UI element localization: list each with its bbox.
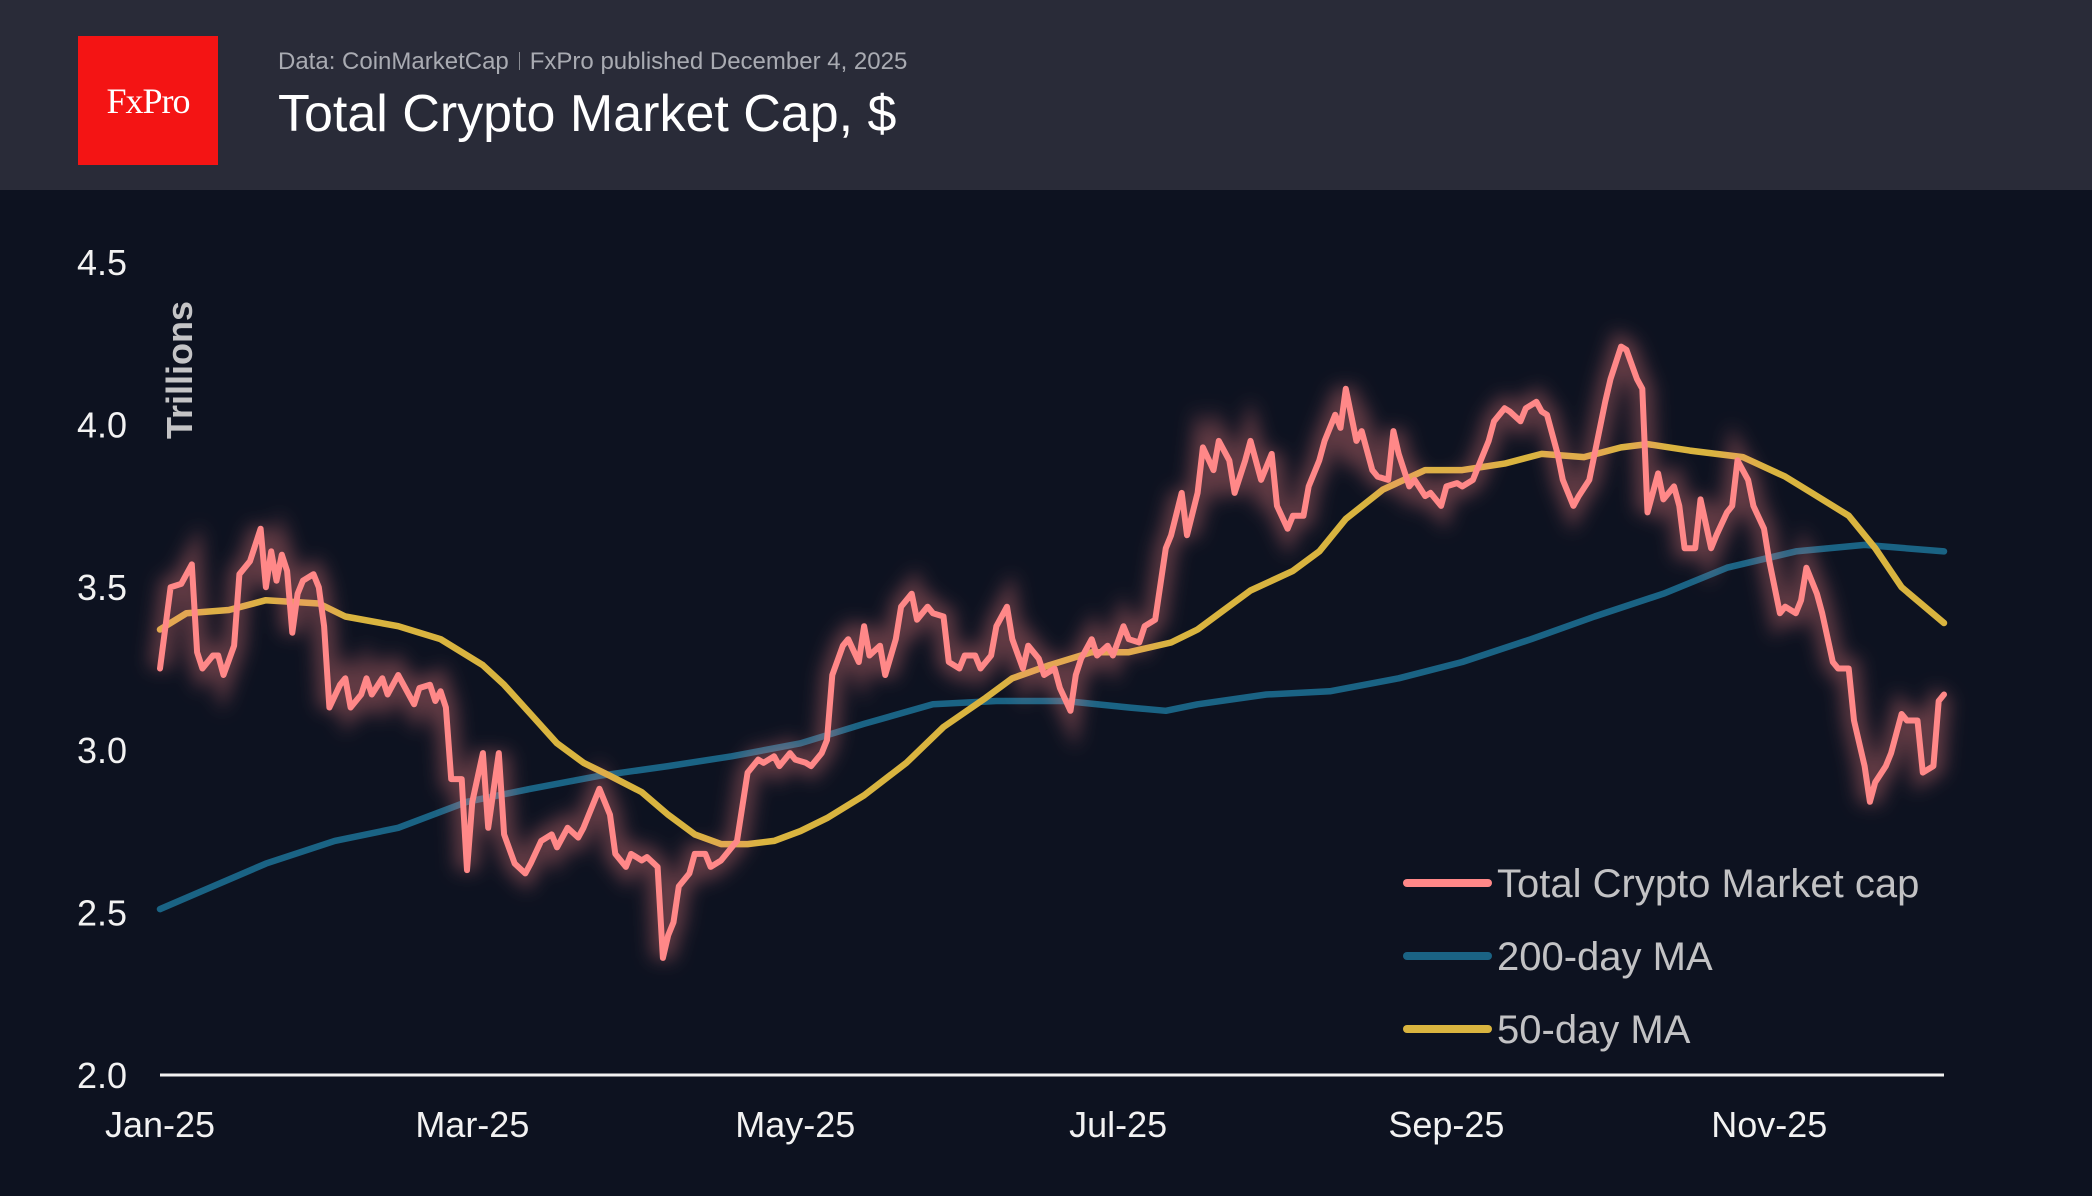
separator [518, 52, 520, 70]
legend-label: Total Crypto Market cap [1497, 862, 1919, 906]
legend-label: 200-day MA [1497, 935, 1713, 979]
series-line-total-crypto-market-cap [157, 343, 1947, 961]
chart-header: FxPro Data: CoinMarketCap FxPro published… [0, 0, 2092, 190]
x-tick-label: Jul-25 [1069, 1104, 1167, 1145]
legend: Total Crypto Market cap 200-day MA 50-day … [1403, 862, 1919, 1052]
y-tick-label: 2.5 [77, 892, 127, 933]
data-source: Data: CoinMarketCap [278, 48, 509, 75]
y-tick-label: 3.0 [77, 730, 127, 771]
y-tick-label: 2.0 [77, 1055, 127, 1096]
chart-title: Total Crypto Market Cap, $ [278, 85, 897, 143]
legend-item: 50-day MA [1403, 1008, 1691, 1052]
y-tick-label: 4.5 [77, 242, 127, 283]
y-tick-label: 4.0 [77, 405, 127, 446]
x-tick-label: Sep-25 [1388, 1104, 1504, 1145]
x-tick-label: May-25 [735, 1104, 855, 1145]
legend-item: Total Crypto Market cap [1403, 862, 1919, 906]
logo-text: FxPro [106, 80, 190, 121]
published-info: FxPro published December 4, 2025 [529, 48, 908, 75]
series-line-200-day-ma [156, 541, 1948, 913]
legend-item: 200-day MA [1403, 935, 1713, 979]
x-tick-label: Mar-25 [415, 1104, 529, 1145]
x-tick-label: Jan-25 [105, 1104, 215, 1145]
fxpro-logo: FxPro [78, 36, 218, 165]
source-line: Data: CoinMarketCap FxPro published Decem… [278, 48, 907, 76]
x-tick-label: Nov-25 [1711, 1104, 1827, 1145]
series-line-50-day-ma [156, 440, 1948, 848]
y-axis-label: Trillions [159, 301, 200, 439]
legend-label: 50-day MA [1497, 1008, 1691, 1052]
y-tick-label: 3.5 [77, 567, 127, 608]
